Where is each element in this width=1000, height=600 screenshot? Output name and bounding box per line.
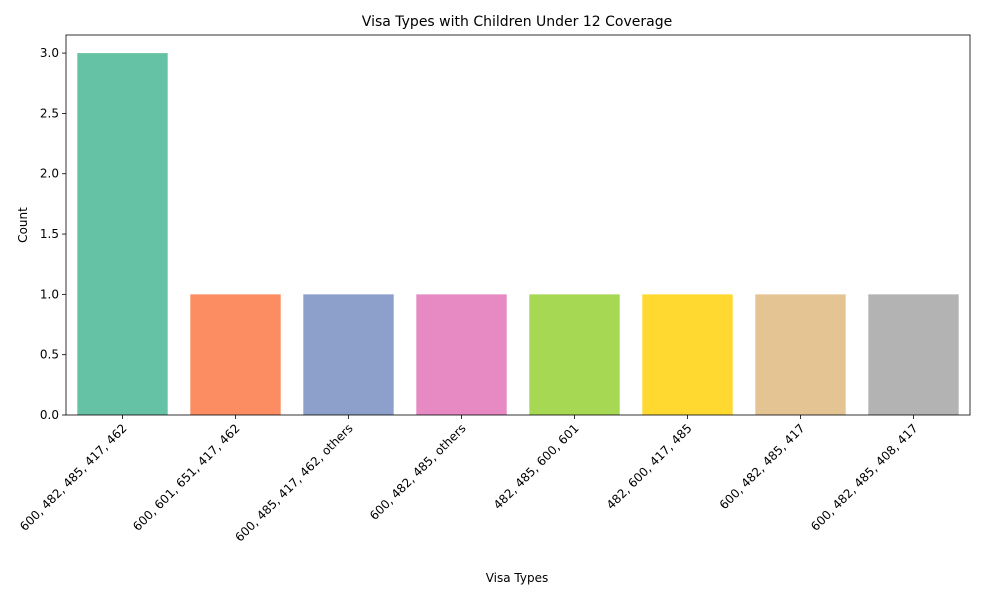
x-tick-label: 600, 601, 651, 417, 462 xyxy=(130,421,242,533)
y-tick-label: 0.5 xyxy=(40,348,59,362)
y-tick-label: 1.5 xyxy=(40,227,59,241)
x-tick-label: 600, 485, 417, 462, others xyxy=(232,421,355,544)
x-tick-label: 600, 482, 485, others xyxy=(367,421,469,523)
x-tick-label: 482, 600, 417, 485 xyxy=(604,421,695,512)
bar-5 xyxy=(529,294,620,415)
bar-2 xyxy=(190,294,281,415)
y-tick-label: 1.0 xyxy=(40,287,59,301)
x-axis-label: Visa Types xyxy=(486,571,549,585)
bar-8 xyxy=(868,294,959,415)
x-tick-label: 482, 485, 600, 601 xyxy=(491,421,582,512)
y-tick-label: 3.0 xyxy=(40,46,59,60)
chart-title: Visa Types with Children Under 12 Covera… xyxy=(362,14,672,30)
x-tick-label: 600, 482, 485, 417 xyxy=(717,421,808,512)
bar-1 xyxy=(77,53,168,415)
bar-3 xyxy=(303,294,394,415)
x-tick-label: 600, 482, 485, 417, 462 xyxy=(17,421,129,533)
bar-7 xyxy=(755,294,846,415)
x-tick-label: 600, 482, 485, 408, 417 xyxy=(808,421,920,533)
y-tick-label: 2.5 xyxy=(40,106,59,120)
bar-4 xyxy=(416,294,507,415)
plot-frame xyxy=(65,34,971,416)
y-tick-label: 2.0 xyxy=(40,167,59,181)
bar-6 xyxy=(642,294,733,415)
y-axis-label: Count xyxy=(16,207,30,243)
y-tick-label: 0.0 xyxy=(40,408,59,422)
